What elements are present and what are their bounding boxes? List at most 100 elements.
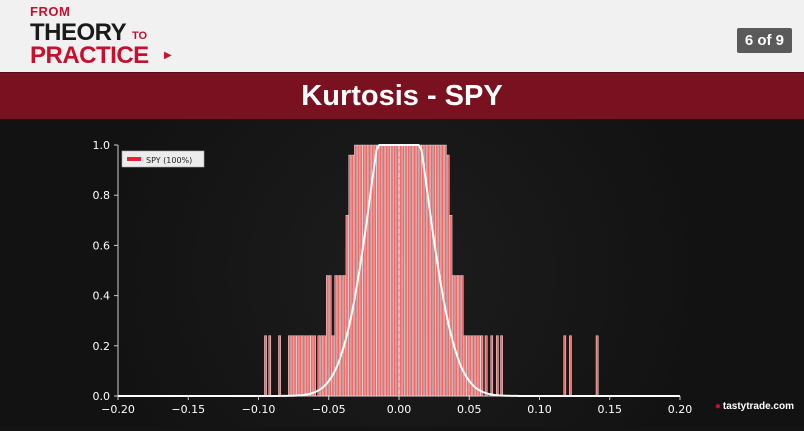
histogram-bar: [490, 335, 494, 397]
histogram-bar: [278, 335, 281, 397]
histogram-bar: [288, 335, 291, 397]
histogram-bar: [293, 335, 297, 397]
histogram-bar: [317, 335, 321, 397]
histogram-bar: [480, 335, 484, 397]
histogram-bar: [368, 144, 371, 397]
histogram-bar: [449, 215, 453, 397]
histogram-bar: [268, 335, 272, 397]
y-tick-label: 0.4: [93, 290, 111, 303]
x-tick-label: −0.05: [312, 403, 346, 416]
histogram-bar: [427, 144, 430, 397]
histogram-bar: [484, 335, 488, 397]
histogram-bar: [424, 144, 427, 397]
histogram-bar: [569, 335, 572, 397]
chart-area: 0.0 0.2 0.4 0.6 0.8 1.0 −0.20 −0.15 −0.10 −0.05 0.…: [0, 119, 804, 426]
x-tick-label: 0.10: [527, 403, 552, 416]
histogram-bar: [418, 144, 422, 397]
histogram-bar: [302, 335, 305, 397]
y-tick-label: 0.6: [93, 239, 111, 252]
histogram-bar: [446, 154, 450, 397]
histogram-bar: [413, 144, 416, 397]
histogram-bar: [362, 144, 366, 397]
histogram-chart: 0.0 0.2 0.4 0.6 0.8 1.0 −0.20 −0.15 −0.10 −0.05 0.…: [93, 139, 693, 416]
slide-title: Kurtosis - SPY: [301, 80, 503, 112]
title-bar: Kurtosis - SPY: [0, 72, 804, 120]
histogram-bar: [371, 144, 374, 397]
histogram-bar: [460, 275, 464, 397]
histogram-bar: [463, 335, 467, 397]
histogram-bar: [331, 335, 335, 397]
show-logo: FROM THEORY TO PRACTICE ▶: [30, 4, 200, 69]
histogram-bar: [500, 335, 503, 397]
histogram-bar: [432, 144, 436, 397]
histogram-bar: [466, 335, 470, 397]
histogram-bar: [326, 275, 329, 397]
histogram-bar: [290, 335, 294, 397]
histogram-bar: [354, 144, 357, 397]
histogram-bar: [340, 275, 343, 397]
histogram-bar: [264, 335, 267, 397]
logo-theory: THEORY: [30, 19, 127, 46]
histogram-bar: [444, 144, 447, 397]
histogram-bar: [421, 144, 425, 397]
brand-footer: ● tastytrade.com: [715, 401, 794, 412]
x-tick-label: −0.15: [171, 403, 205, 416]
histogram-bar: [310, 335, 314, 397]
play-arrow-icon: ▶: [164, 50, 172, 61]
histogram-bar: [307, 335, 311, 397]
histogram-bar: [299, 335, 302, 397]
histogram-bar: [323, 335, 326, 397]
cherry-icon: ●: [714, 401, 721, 412]
histogram-bar: [313, 335, 317, 397]
histogram-bar: [410, 144, 413, 397]
histogram-bar: [477, 335, 481, 397]
histogram-bar: [328, 275, 332, 397]
x-tick-label: 0.05: [457, 403, 482, 416]
histogram-bar: [342, 275, 346, 397]
x-tick-label: −0.20: [101, 403, 135, 416]
histogram-bar: [472, 335, 475, 397]
histogram-bar: [401, 144, 405, 397]
histogram-bar: [365, 144, 368, 397]
histogram-bar: [441, 144, 444, 397]
histogram-bar: [387, 144, 391, 397]
brand-text: tastytrade.com: [722, 401, 794, 412]
histogram-bar: [415, 144, 419, 397]
y-tick-label: 0.0: [93, 390, 111, 403]
histogram-bar: [496, 335, 499, 397]
histogram-bar: [304, 335, 308, 397]
histogram-bar: [337, 275, 340, 397]
logo-practice: PRACTICE: [30, 42, 149, 69]
x-tick-label: 0.15: [598, 403, 623, 416]
x-tick-label: 0.00: [387, 403, 412, 416]
histogram-bar: [296, 335, 300, 397]
y-tick-label: 0.8: [93, 189, 111, 202]
x-tick-label: 0.20: [668, 403, 693, 416]
histogram-bar: [334, 275, 338, 397]
logo-to: TO: [132, 30, 148, 42]
histogram-bar: [458, 275, 461, 397]
histogram-bar: [382, 144, 385, 397]
histogram-bar: [399, 144, 402, 397]
histogram-bar: [452, 275, 456, 397]
histogram-bar: [595, 335, 599, 397]
legend-label: SPY (100%): [146, 156, 192, 165]
histogram-bar: [348, 154, 352, 397]
histogram-bar: [396, 144, 399, 397]
histogram-bar: [469, 335, 472, 397]
header-bar: FROM THEORY TO PRACTICE ▶ 6 of 9: [0, 0, 804, 74]
histogram-bar: [474, 335, 478, 397]
legend-box: [121, 150, 205, 168]
histogram-bar: [390, 144, 394, 397]
logo-from: FROM: [30, 4, 71, 19]
histogram-bar: [430, 144, 433, 397]
histogram-bar: [385, 144, 388, 397]
histogram-bar: [351, 154, 354, 397]
histogram-bar: [393, 144, 397, 397]
y-tick-label: 0.2: [93, 340, 111, 353]
legend-swatch: [127, 157, 141, 161]
y-tick-label: 1.0: [93, 139, 111, 152]
histogram-bar: [404, 144, 408, 397]
histogram-bar: [376, 144, 380, 397]
